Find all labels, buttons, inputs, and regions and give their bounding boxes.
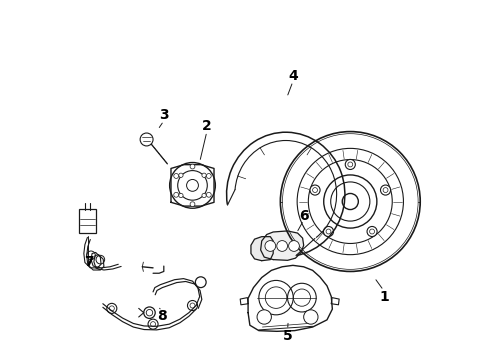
Polygon shape (260, 231, 303, 260)
Text: 3: 3 (159, 108, 168, 122)
Text: 5: 5 (282, 329, 292, 343)
Circle shape (312, 188, 317, 193)
Circle shape (345, 159, 355, 170)
Text: 8: 8 (157, 309, 166, 323)
Circle shape (309, 185, 320, 195)
Circle shape (190, 164, 195, 169)
Text: 2: 2 (202, 119, 211, 133)
Text: 7: 7 (83, 256, 93, 270)
Polygon shape (250, 237, 273, 261)
Text: 1: 1 (379, 289, 388, 303)
Circle shape (264, 240, 275, 251)
Circle shape (366, 226, 376, 237)
Circle shape (202, 193, 206, 198)
Circle shape (342, 193, 358, 210)
Circle shape (186, 180, 198, 191)
Circle shape (325, 229, 330, 234)
Circle shape (202, 173, 206, 177)
Circle shape (206, 174, 211, 179)
Circle shape (288, 240, 299, 251)
Circle shape (173, 192, 178, 197)
Circle shape (179, 173, 183, 177)
FancyBboxPatch shape (79, 209, 96, 233)
Text: 6: 6 (298, 209, 308, 223)
Circle shape (323, 226, 333, 237)
Circle shape (257, 310, 271, 324)
Circle shape (303, 310, 317, 324)
Circle shape (173, 174, 178, 179)
Circle shape (347, 162, 352, 167)
Circle shape (276, 240, 287, 251)
Circle shape (380, 185, 390, 195)
Circle shape (369, 229, 374, 234)
Circle shape (179, 193, 183, 198)
Text: 4: 4 (287, 69, 297, 83)
Circle shape (382, 188, 387, 193)
Circle shape (190, 202, 195, 207)
Circle shape (206, 192, 211, 197)
